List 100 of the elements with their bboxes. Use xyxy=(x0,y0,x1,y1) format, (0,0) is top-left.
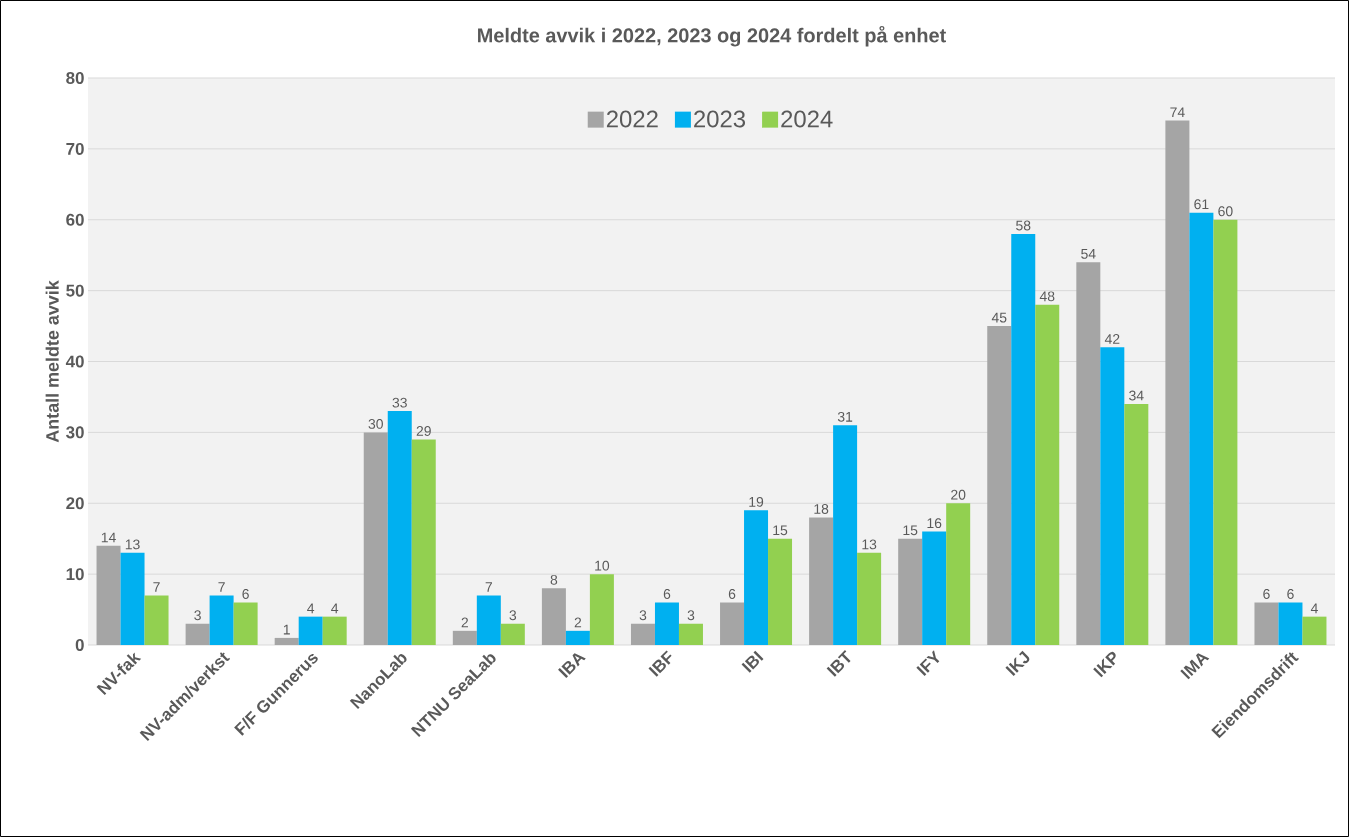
data-label: 15 xyxy=(773,525,788,536)
bar xyxy=(476,595,501,645)
bar xyxy=(144,595,169,645)
data-label: 4 xyxy=(331,603,339,614)
bar xyxy=(630,623,655,645)
data-label: 14 xyxy=(101,532,116,543)
data-label: 19 xyxy=(749,496,764,507)
bar xyxy=(411,439,436,645)
data-label: 3 xyxy=(687,610,695,621)
data-label: 7 xyxy=(485,582,493,592)
data-label: 2 xyxy=(461,617,469,628)
bar xyxy=(1011,233,1036,645)
data-label: 13 xyxy=(125,539,140,550)
data-label: 8 xyxy=(550,574,558,585)
bar xyxy=(922,531,947,645)
data-label: 15 xyxy=(903,525,918,536)
data-label: 48 xyxy=(1039,291,1055,302)
bar xyxy=(809,517,834,645)
y-tick-label: 20 xyxy=(66,497,84,510)
data-label: 7 xyxy=(218,582,225,592)
bar xyxy=(541,588,566,645)
bar xyxy=(833,425,858,645)
data-label: 61 xyxy=(1194,199,1209,210)
data-label: 20 xyxy=(951,489,966,500)
bar xyxy=(1035,304,1060,645)
bar xyxy=(1076,262,1101,645)
bar xyxy=(1254,602,1279,645)
bar xyxy=(744,510,769,645)
bar xyxy=(768,538,793,645)
bar xyxy=(898,538,923,645)
data-label: 58 xyxy=(1016,220,1031,231)
bar xyxy=(298,616,323,645)
bar xyxy=(322,616,347,645)
data-label: 6 xyxy=(242,589,249,599)
data-label: 10 xyxy=(595,560,610,571)
y-tick-label: 0 xyxy=(75,639,84,651)
x-tick-label: IBI xyxy=(741,650,764,673)
bar xyxy=(987,326,1012,645)
bar xyxy=(565,630,590,645)
data-label: 45 xyxy=(991,312,1007,323)
y-axis-title: Antall meldte avvik xyxy=(45,280,59,443)
bar xyxy=(233,602,258,645)
x-tick-label: IKP xyxy=(1093,651,1116,678)
bar xyxy=(452,630,477,645)
bar xyxy=(857,552,882,645)
bar xyxy=(1302,616,1327,645)
data-label: 29 xyxy=(416,426,431,436)
data-label: 18 xyxy=(814,504,829,514)
data-label: 30 xyxy=(368,418,383,429)
x-tick-label: IBF xyxy=(648,650,672,677)
bar xyxy=(1100,347,1125,645)
data-label: 31 xyxy=(837,411,853,422)
data-label: 4 xyxy=(1310,603,1318,614)
y-tick-label: 50 xyxy=(66,284,84,297)
legend-label: 2023 xyxy=(694,110,746,128)
y-tick-label: 60 xyxy=(66,213,84,226)
y-tick-label: 70 xyxy=(66,142,84,155)
data-label: 6 xyxy=(1287,589,1294,599)
bar xyxy=(720,602,745,645)
y-tick-label: 30 xyxy=(66,426,84,439)
bar xyxy=(120,552,145,645)
bar xyxy=(363,432,388,645)
bar xyxy=(96,545,121,645)
bar xyxy=(589,574,614,645)
data-label: 74 xyxy=(1170,107,1185,118)
data-label: 42 xyxy=(1104,334,1120,344)
bar xyxy=(1165,120,1190,645)
bar xyxy=(1213,219,1238,645)
bar xyxy=(1124,404,1149,645)
data-label: 1 xyxy=(283,624,290,635)
y-tick-label: 10 xyxy=(66,568,84,581)
data-label: 6 xyxy=(663,589,671,599)
bar xyxy=(1278,602,1303,645)
y-tick-label: 40 xyxy=(65,355,84,368)
chart-title: Meldte avvik i 2022, 2023 og 2024 fordelt på enhet xyxy=(478,25,946,47)
data-label: 2 xyxy=(574,617,582,628)
data-label: 4 xyxy=(307,603,315,614)
data-label: 6 xyxy=(1263,589,1270,599)
bar xyxy=(500,623,525,645)
data-label: 13 xyxy=(862,539,877,550)
bar xyxy=(1189,212,1214,645)
legend-label: 2022 xyxy=(606,110,658,128)
data-label: 3 xyxy=(639,610,647,621)
y-tick-label: 80 xyxy=(66,72,84,84)
data-label: 33 xyxy=(392,397,407,408)
x-tick-label: IBT xyxy=(826,650,851,677)
data-label: 60 xyxy=(1218,206,1233,217)
data-label: 3 xyxy=(509,610,517,621)
x-tick-label: IBA xyxy=(558,653,586,679)
bar xyxy=(185,623,210,645)
data-label: 34 xyxy=(1129,390,1144,401)
data-label: 6 xyxy=(728,589,736,599)
bar xyxy=(678,623,703,645)
x-tick-label: IKJ xyxy=(1005,650,1030,677)
data-label: 16 xyxy=(927,518,942,529)
legend-label: 2024 xyxy=(781,110,833,128)
bar xyxy=(946,503,971,645)
data-label: 3 xyxy=(194,610,201,621)
bar xyxy=(274,637,299,645)
data-label: 54 xyxy=(1081,249,1096,259)
